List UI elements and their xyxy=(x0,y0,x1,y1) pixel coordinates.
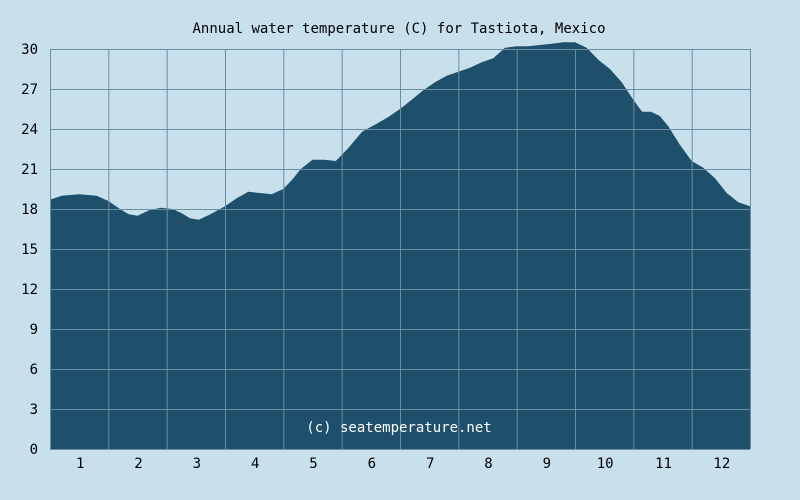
chart-title: Annual water temperature (C) for Tastiot… xyxy=(192,21,605,37)
x-tick-label: 4 xyxy=(251,456,259,472)
y-axis-ticks: 0 3 6 9 12 15 18 21 24 27 30 xyxy=(21,42,38,458)
x-tick-label: 12 xyxy=(713,456,730,472)
y-tick-label: 24 xyxy=(21,122,38,138)
y-tick-label: 3 xyxy=(30,402,38,418)
y-tick-label: 18 xyxy=(21,202,38,218)
x-tick-label: 5 xyxy=(309,456,317,472)
watermark: (c) seatemperature.net xyxy=(306,420,491,436)
x-axis-ticks: 1 2 3 4 5 6 7 8 9 10 11 12 xyxy=(76,456,730,472)
y-tick-label: 15 xyxy=(21,242,38,258)
y-tick-label: 6 xyxy=(30,362,38,378)
x-tick-label: 7 xyxy=(426,456,434,472)
x-tick-label: 3 xyxy=(193,456,201,472)
y-tick-label: 21 xyxy=(21,162,38,178)
y-tick-label: 0 xyxy=(30,442,38,458)
x-tick-label: 9 xyxy=(543,456,551,472)
x-tick-label: 8 xyxy=(484,456,492,472)
grid xyxy=(50,49,751,450)
y-tick-label: 30 xyxy=(21,42,38,58)
x-tick-label: 1 xyxy=(76,456,84,472)
x-tick-label: 10 xyxy=(597,456,614,472)
x-tick-label: 6 xyxy=(368,456,376,472)
y-tick-label: 9 xyxy=(30,322,38,338)
y-tick-label: 27 xyxy=(21,82,38,98)
y-tick-label: 12 xyxy=(21,282,38,298)
x-tick-label: 11 xyxy=(655,456,672,472)
x-tick-label: 2 xyxy=(134,456,142,472)
